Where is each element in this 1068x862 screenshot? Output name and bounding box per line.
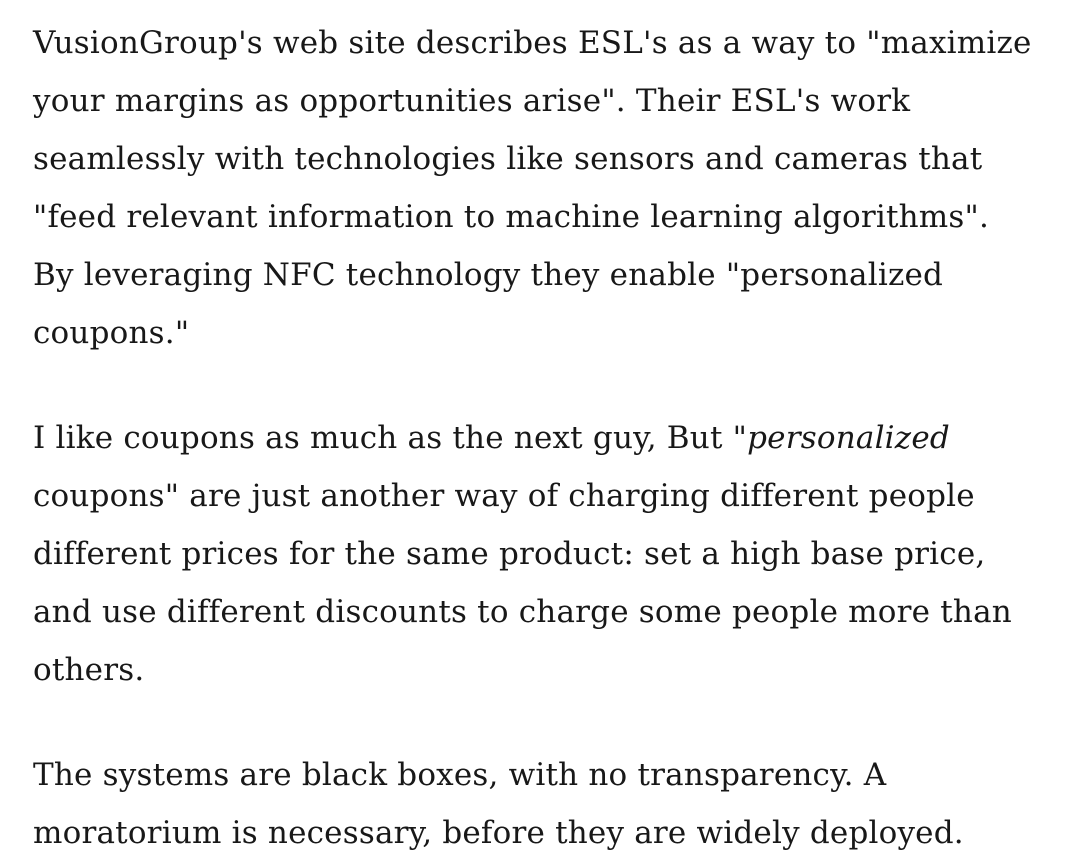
- paragraph-3: The systems are black boxes, with no tra…: [33, 757, 964, 851]
- paragraph-2-text-before: I like coupons as much as the next guy, …: [33, 420, 748, 456]
- paragraph-1: VusionGroup's web site describes ESL's a…: [33, 25, 1032, 351]
- emphasized-text: personalized: [747, 420, 950, 456]
- paragraph-2: I like coupons as much as the next guy, …: [33, 409, 1035, 699]
- paragraph-2-text-after: coupons" are just another way of chargin…: [33, 478, 1012, 688]
